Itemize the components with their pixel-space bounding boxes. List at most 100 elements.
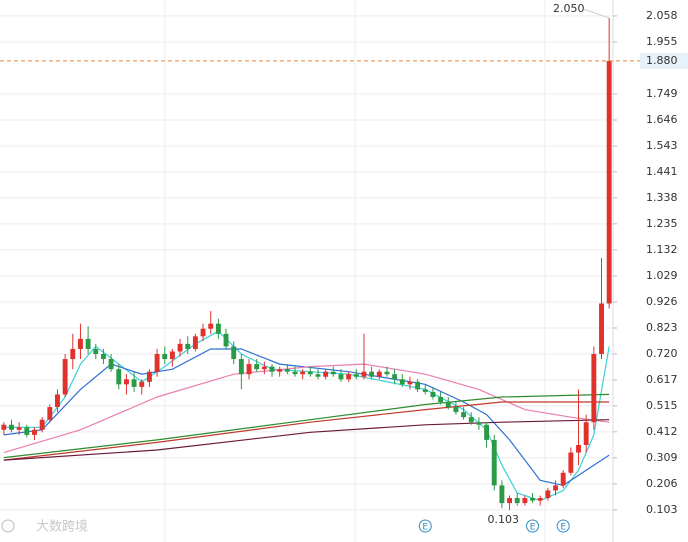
candle-body (545, 490, 551, 499)
candle-body (392, 374, 398, 380)
candle-body (277, 369, 283, 372)
candle-body (591, 354, 597, 423)
candle-body (116, 369, 122, 385)
price-label: 1.880 (646, 54, 678, 67)
candle-body (576, 444, 581, 453)
candle-body (530, 498, 535, 501)
candle-body (162, 354, 168, 360)
candle-body (461, 412, 467, 418)
watermark-logo (1, 519, 15, 533)
price-tag (640, 52, 688, 69)
y-tick-label: 0.206 (646, 477, 678, 490)
candle-body (384, 371, 390, 375)
candle-body (223, 333, 229, 347)
candle-body (32, 429, 37, 435)
high-pointer (582, 8, 610, 19)
candle-body (254, 364, 260, 370)
candle-body (560, 472, 566, 486)
candle-body (361, 371, 367, 377)
candle-body (238, 359, 244, 375)
candle-body (131, 379, 137, 387)
candle-body (445, 402, 451, 408)
y-tick-label: 1.235 (646, 217, 678, 230)
watermark: 大数跨境 (36, 520, 88, 535)
candle-body (154, 354, 160, 372)
y-tick-label: 0.412 (646, 425, 678, 438)
candle-body (300, 371, 306, 375)
candle-body (200, 328, 206, 337)
candle-body (453, 407, 459, 413)
candle-body (468, 417, 474, 423)
candle-body (338, 374, 344, 380)
y-tick-label: 0.720 (646, 347, 678, 360)
y-tick-label: 1.955 (646, 35, 678, 48)
candle-body (208, 323, 214, 329)
y-tick-label: 0.309 (646, 451, 678, 464)
candle-body (484, 424, 490, 440)
candle-body (537, 498, 543, 501)
y-tick-label: 1.749 (646, 87, 678, 100)
candle-body (39, 419, 45, 430)
y-tick-label: 1.441 (646, 165, 678, 178)
candle-body (62, 359, 68, 395)
candle-body (438, 396, 444, 403)
candle-body (330, 371, 336, 375)
high-label: 2.050 (553, 2, 585, 15)
candle-body (231, 346, 237, 360)
ma-line (3, 419, 610, 461)
event-label: E (422, 523, 428, 533)
y-tick-label: 0.515 (646, 399, 678, 412)
y-tick-label: 1.338 (646, 191, 678, 204)
candle-body (514, 498, 520, 504)
y-tick-label: 0.617 (646, 373, 678, 386)
candle-body (139, 381, 145, 387)
candle-body (192, 336, 198, 349)
candle-body (583, 422, 589, 445)
candle-body (1, 424, 7, 430)
y-tick-label: 0.926 (646, 295, 678, 308)
event-marker (526, 519, 540, 533)
candle-body (369, 371, 375, 377)
candle-body (185, 343, 191, 349)
candle-body (315, 374, 321, 377)
candle-body (399, 379, 405, 385)
candle-body (292, 371, 298, 375)
event-marker (556, 519, 570, 533)
candle-body (93, 348, 99, 355)
candle-body (476, 422, 482, 425)
candle-body (215, 323, 221, 334)
candle-body (376, 371, 382, 377)
low-label: 0.103 (488, 513, 520, 526)
candle-body (353, 374, 359, 377)
candle-body (70, 348, 76, 360)
y-tick-label: 0.823 (646, 321, 678, 334)
ma-line (3, 393, 610, 459)
y-tick-label: 1.543 (646, 139, 678, 152)
candle-body (169, 351, 175, 360)
candle-body (415, 381, 421, 390)
candle-body (346, 374, 352, 380)
candle-body (9, 424, 14, 430)
candle-body (85, 338, 91, 349)
candle-body (422, 389, 428, 392)
event-label: E (560, 523, 566, 533)
candle-body (16, 427, 22, 430)
candle-body (108, 359, 114, 370)
event-label: E (530, 523, 536, 533)
candle-body (146, 371, 152, 382)
candle-body (307, 371, 313, 375)
candle-body (553, 485, 558, 491)
ma-line (3, 401, 610, 461)
candle-body (55, 394, 60, 408)
candle-body (599, 303, 604, 355)
event-marker (418, 519, 432, 533)
candle-body (430, 391, 436, 397)
candle-body (78, 338, 83, 349)
candle-body (507, 498, 513, 504)
candle-body (491, 439, 497, 486)
candle-body (407, 381, 413, 385)
candle-body (246, 364, 252, 375)
